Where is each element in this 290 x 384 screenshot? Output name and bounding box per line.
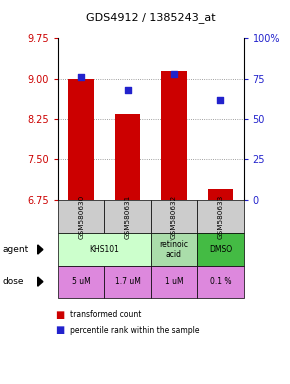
Text: DMSO: DMSO	[209, 245, 232, 254]
Text: GSM580630: GSM580630	[78, 194, 84, 239]
Point	[125, 87, 130, 93]
Text: GSM580631: GSM580631	[125, 194, 130, 239]
Text: 1.7 uM: 1.7 uM	[115, 277, 141, 286]
Text: 5 uM: 5 uM	[72, 277, 90, 286]
Text: transformed count: transformed count	[70, 310, 141, 319]
Text: GDS4912 / 1385243_at: GDS4912 / 1385243_at	[86, 12, 215, 23]
Text: percentile rank within the sample: percentile rank within the sample	[70, 326, 199, 335]
Text: retinoic
acid: retinoic acid	[160, 240, 188, 259]
Bar	[161, 71, 187, 200]
Text: GSM580633: GSM580633	[218, 194, 223, 239]
Text: KHS101: KHS101	[89, 245, 119, 254]
Text: 1 uM: 1 uM	[165, 277, 183, 286]
Text: agent: agent	[3, 245, 29, 254]
Point	[172, 71, 176, 77]
Bar	[115, 114, 140, 200]
Bar	[68, 79, 94, 200]
Text: dose: dose	[3, 277, 24, 286]
Point	[218, 97, 223, 103]
Text: ■: ■	[55, 310, 64, 320]
Bar	[208, 189, 233, 200]
Text: 0.1 %: 0.1 %	[210, 277, 231, 286]
Text: GSM580632: GSM580632	[171, 194, 177, 239]
Text: ■: ■	[55, 325, 64, 335]
Point	[79, 74, 84, 80]
